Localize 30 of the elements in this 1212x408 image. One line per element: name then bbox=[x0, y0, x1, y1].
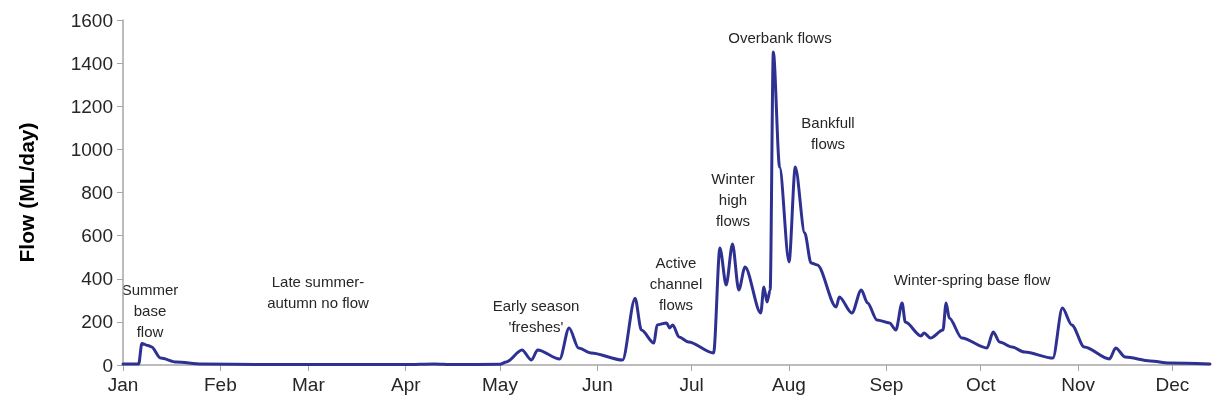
x-tick-label: Jul bbox=[679, 374, 704, 395]
x-tick-label: Oct bbox=[965, 374, 997, 395]
x-tick-label: Apr bbox=[390, 374, 422, 395]
y-tick-label: 0 bbox=[102, 354, 113, 376]
annotation: Bankfull flows bbox=[801, 114, 855, 152]
y-tick-label: 600 bbox=[81, 225, 113, 247]
y-tick-label: 1000 bbox=[70, 138, 113, 160]
annotation: Winter high flows bbox=[711, 169, 755, 229]
annotation: Active channel flows bbox=[649, 253, 703, 313]
x-tick-label: Dec bbox=[1155, 374, 1190, 395]
x-tick-label: May bbox=[482, 374, 519, 395]
x-tick-label: Nov bbox=[1061, 374, 1096, 395]
annotation: Early season 'freshes' bbox=[492, 297, 580, 335]
y-tick-label: 1400 bbox=[70, 52, 113, 74]
y-axis-title: Flow (ML/day) bbox=[15, 122, 38, 263]
y-tick-label: 200 bbox=[81, 311, 113, 333]
y-tick-label: 400 bbox=[81, 268, 113, 290]
y-tick-label: 800 bbox=[81, 182, 113, 203]
x-tick-label: Jan bbox=[107, 374, 139, 395]
x-tick-label: Jun bbox=[582, 374, 613, 395]
annotation: Late summer- autumn no flow bbox=[267, 273, 370, 311]
y-tick-label: 1200 bbox=[70, 95, 113, 117]
annotation: Overbank flows bbox=[728, 28, 832, 46]
y-tick-label: 1600 bbox=[70, 9, 113, 31]
annotation: Summer base flow bbox=[121, 280, 179, 340]
x-tick-label: Feb bbox=[204, 374, 237, 395]
x-tick-label: Aug bbox=[772, 374, 806, 395]
annotation: Winter-spring base flow bbox=[893, 270, 1051, 288]
x-tick-label: Sep bbox=[869, 374, 904, 395]
x-tick-label: Mar bbox=[291, 374, 326, 395]
